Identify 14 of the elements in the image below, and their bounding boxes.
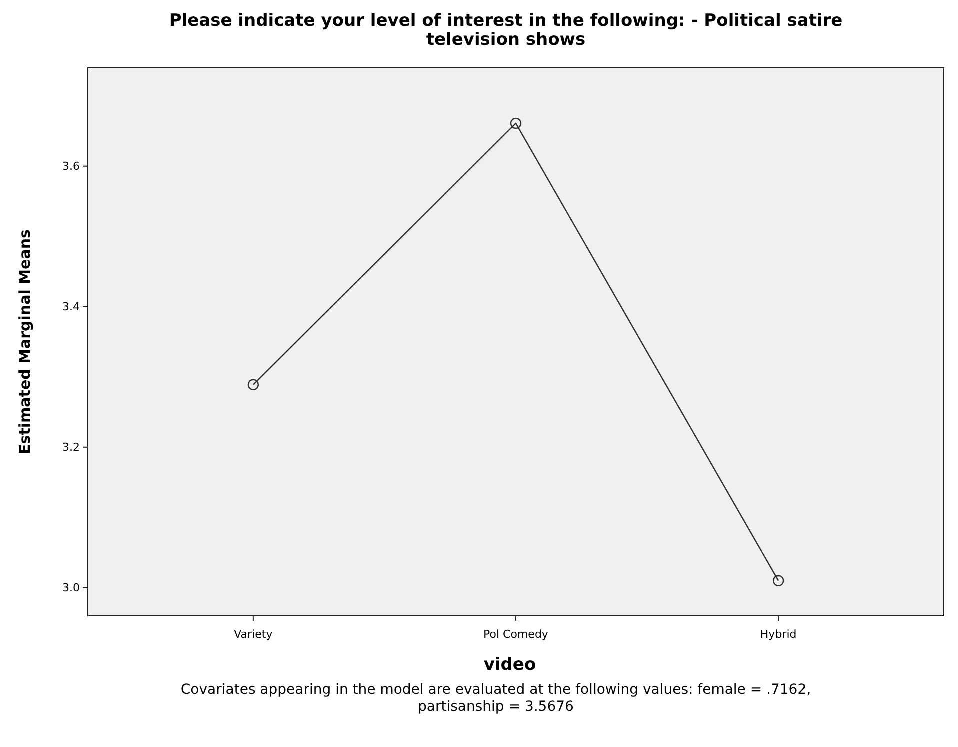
x-tick-label: Variety xyxy=(234,628,274,641)
text: Covariates appearing in the model are evaluated at the following values: female = .7162, partisanship = 3.5676 xyxy=(180,682,812,715)
y-tick-label: 3.2 xyxy=(62,441,80,454)
x-tick-label: Pol Comedy xyxy=(484,628,549,641)
x-axis-title: video xyxy=(484,655,536,675)
y-tick-label: 3.4 xyxy=(62,300,80,314)
x-tick-label: Hybrid xyxy=(760,628,797,641)
point xyxy=(248,379,260,390)
chart-title: Please indicate your level of interest in the following: - Political satire television shows xyxy=(169,11,843,50)
y-tick-label: 3.6 xyxy=(62,160,80,174)
point xyxy=(772,575,784,586)
y-axis-title: Estimated Marginal Means xyxy=(16,230,34,454)
y-tick-label: 3.0 xyxy=(62,582,80,595)
point xyxy=(510,118,522,130)
